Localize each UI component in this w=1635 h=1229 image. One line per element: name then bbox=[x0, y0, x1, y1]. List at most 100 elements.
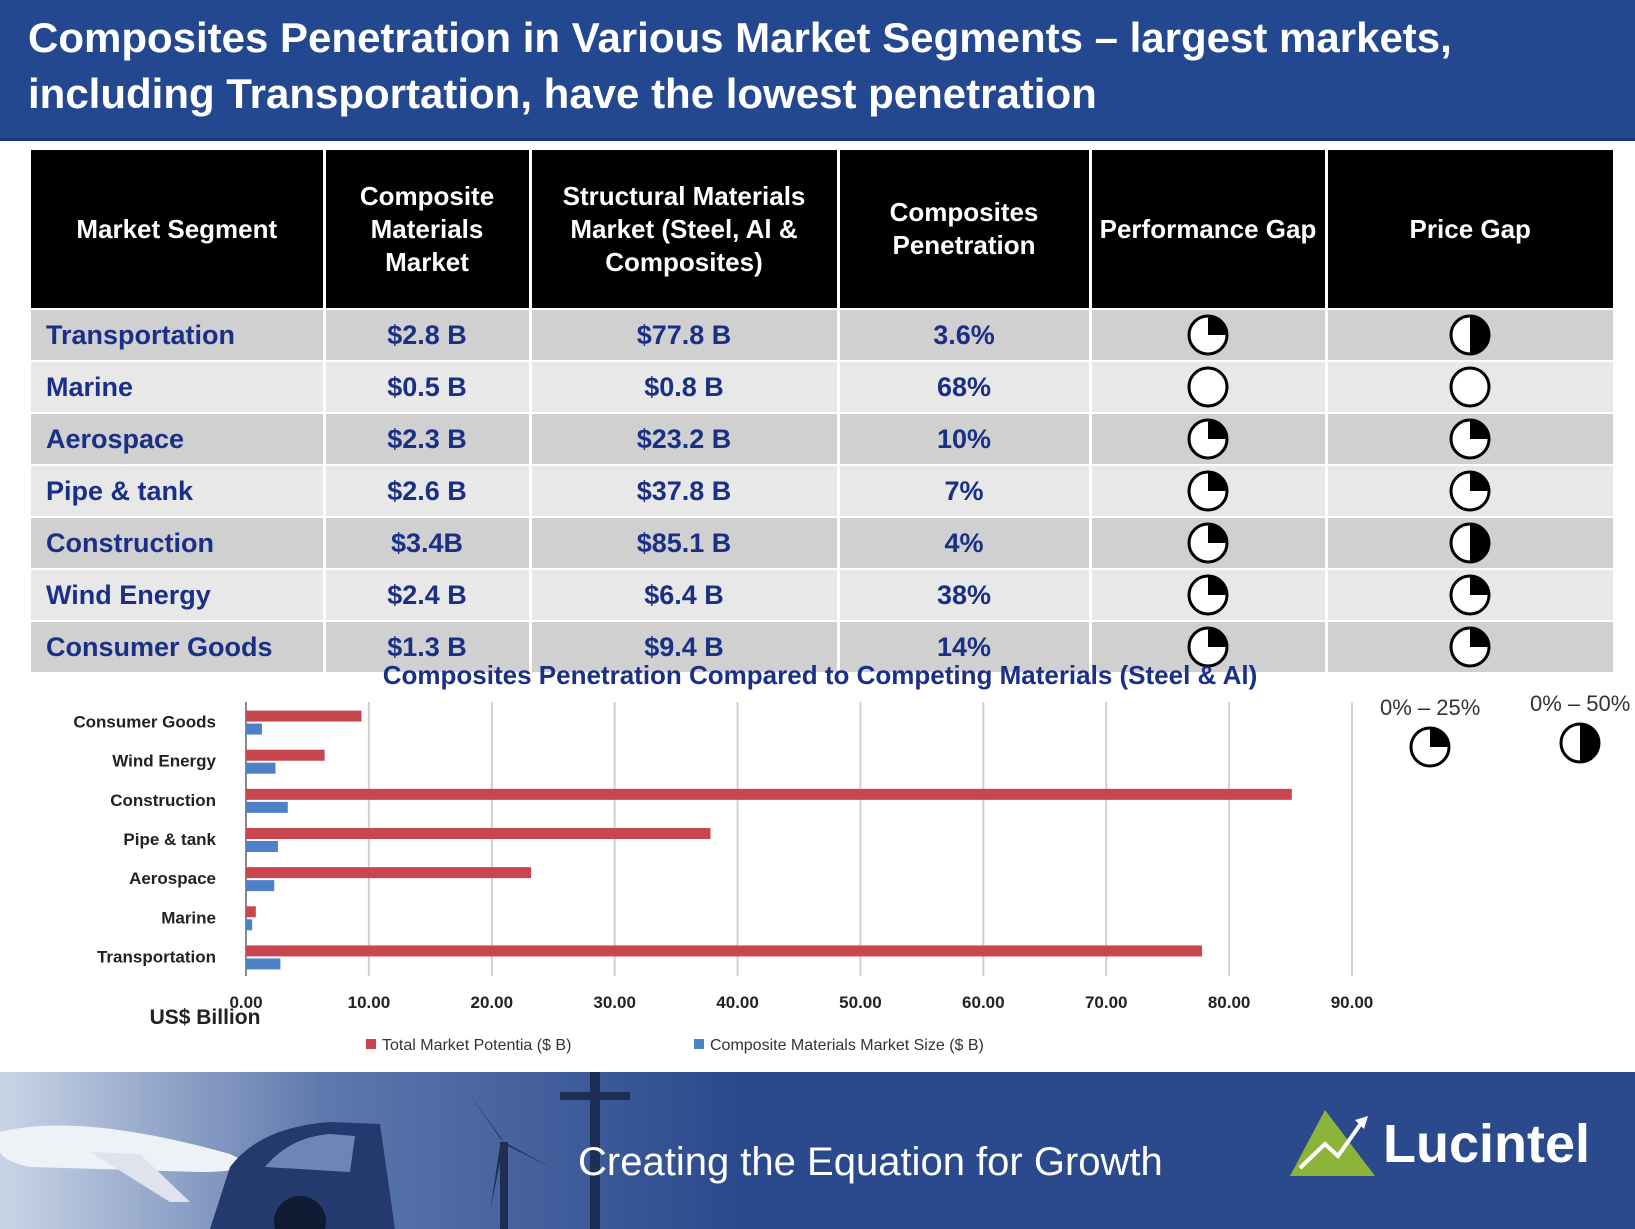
cell-segment: Pipe & tank bbox=[31, 464, 324, 517]
table-row: Marine $0.5 B $0.8 B 68% bbox=[31, 360, 1613, 413]
category-label: Construction bbox=[110, 791, 216, 810]
x-axis-label: US$ Billion bbox=[150, 1006, 261, 1029]
category-label: Consumer Goods bbox=[73, 713, 216, 732]
cell-composite: $3.4B bbox=[322, 516, 530, 569]
x-tick-label: 50.00 bbox=[839, 993, 882, 1012]
category-label: Wind Energy bbox=[112, 752, 216, 771]
harvey-ball-icon bbox=[1449, 626, 1491, 668]
cell-composite: $2.8 B bbox=[322, 308, 530, 361]
cell-composite: $0.5 B bbox=[322, 360, 530, 413]
legend-swatch bbox=[366, 1039, 376, 1049]
table-body: Transportation $2.8 B $77.8 B 3.6% Marine $0.… bbox=[31, 308, 1613, 672]
chart-title: Composites Penetration Compared to Compe… bbox=[382, 660, 1258, 690]
cell-composite: $2.6 B bbox=[322, 464, 530, 517]
bar-composite-market bbox=[246, 762, 276, 774]
cell-penetration: 14% bbox=[836, 620, 1090, 672]
cell-segment: Marine bbox=[31, 360, 324, 413]
cell-structural: $23.2 B bbox=[528, 412, 838, 465]
harvey-legend-quarter: 0% – 25% bbox=[1380, 695, 1480, 775]
header-composite-market: Composite Materials Market bbox=[322, 150, 530, 309]
harvey-ball-icon bbox=[1187, 626, 1229, 668]
harvey-ball-icon bbox=[1449, 522, 1491, 564]
harvey-ball-icon bbox=[1449, 418, 1491, 460]
legend-swatch bbox=[694, 1039, 704, 1049]
bar-chart: 0.00 10.00 20.00 30.00 40.00 50.00 60.00 70.00 8… bbox=[73, 702, 1374, 1054]
x-tick-label: 80.00 bbox=[1208, 993, 1251, 1012]
cell-segment: Wind Energy bbox=[31, 568, 324, 621]
cell-performance-gap bbox=[1088, 412, 1326, 465]
header-price-gap: Price Gap bbox=[1324, 150, 1613, 309]
market-segment-table: Market Segment Composite Materials Marke… bbox=[31, 150, 1613, 672]
table-row: Aerospace $2.3 B $23.2 B 10% bbox=[31, 412, 1613, 465]
cell-performance-gap bbox=[1088, 360, 1326, 413]
airplane-icon bbox=[0, 1125, 250, 1202]
cell-price-gap bbox=[1324, 412, 1613, 465]
harvey-ball-icon bbox=[1449, 574, 1491, 616]
table-row: Transportation $2.8 B $77.8 B 3.6% bbox=[31, 308, 1613, 361]
x-tick-label: 10.00 bbox=[348, 993, 391, 1012]
harvey-ball-icon bbox=[1187, 470, 1229, 512]
footer-banner bbox=[0, 1072, 1635, 1229]
bar-composite-market bbox=[246, 801, 288, 813]
x-tick-label: 40.00 bbox=[716, 993, 759, 1012]
harvey-ball-icon bbox=[1449, 314, 1491, 356]
header-market-segment: Market Segment bbox=[31, 150, 324, 309]
category-label: Pipe & tank bbox=[123, 830, 216, 849]
footer-tagline: Creating the Equation for Growth bbox=[578, 1140, 1163, 1184]
cell-price-gap bbox=[1324, 620, 1613, 672]
cell-structural: $37.8 B bbox=[528, 464, 838, 517]
footer-artwork bbox=[0, 1072, 1635, 1229]
harvey-legend-quarter-label: 0% – 25% bbox=[1380, 695, 1481, 720]
car-icon bbox=[210, 1122, 395, 1229]
cell-penetration: 38% bbox=[836, 568, 1090, 621]
harvey-ball-icon bbox=[1187, 418, 1229, 460]
x-tick-label: 20.00 bbox=[471, 993, 514, 1012]
cell-price-gap bbox=[1324, 516, 1613, 569]
cell-performance-gap bbox=[1088, 308, 1326, 361]
cell-price-gap bbox=[1324, 464, 1613, 517]
title-bar: Composites Penetration in Various Market… bbox=[0, 0, 1635, 141]
cell-price-gap bbox=[1324, 308, 1613, 361]
cell-performance-gap bbox=[1088, 464, 1326, 517]
harvey-ball-icon bbox=[1187, 574, 1229, 616]
bar-total-market bbox=[246, 867, 532, 879]
cell-penetration: 7% bbox=[836, 464, 1090, 517]
header-performance-gap: Performance Gap bbox=[1088, 150, 1326, 309]
harvey-ball-icon bbox=[1187, 366, 1229, 408]
bar-total-market bbox=[246, 906, 256, 918]
harvey-ball-icon bbox=[1449, 470, 1491, 512]
cell-structural: $85.1 B bbox=[528, 516, 838, 569]
table-row: Wind Energy $2.4 B $6.4 B 38% bbox=[31, 568, 1613, 621]
cell-price-gap bbox=[1324, 360, 1613, 413]
cell-performance-gap bbox=[1088, 568, 1326, 621]
bar-composite-market bbox=[246, 919, 253, 931]
category-label: Aerospace bbox=[129, 869, 216, 888]
x-tick-label: 0.00 bbox=[229, 993, 262, 1012]
bar-composite-market bbox=[246, 880, 275, 892]
harvey-ball-icon bbox=[1187, 314, 1229, 356]
legend-label: Total Market Potentia ($ B) bbox=[382, 1037, 571, 1054]
harvey-legend-half-label: 0% – 50% bbox=[1530, 691, 1631, 716]
category-label: Transportation bbox=[97, 947, 216, 966]
harvey-ball-icon bbox=[1449, 366, 1491, 408]
cell-performance-gap bbox=[1088, 516, 1326, 569]
cell-performance-gap bbox=[1088, 620, 1326, 672]
table-header-row: Market Segment Composite Materials Marke… bbox=[31, 150, 1613, 309]
table-row: Pipe & tank $2.6 B $37.8 B 7% bbox=[31, 464, 1613, 517]
half-pie-icon bbox=[1559, 722, 1601, 764]
cell-price-gap bbox=[1324, 568, 1613, 621]
x-tick-label: 90.00 bbox=[1331, 993, 1374, 1012]
header-structural-market: Structural Materials Market (Steel, Al &… bbox=[528, 150, 838, 309]
bar-composite-market bbox=[246, 958, 281, 970]
cell-composite: $2.4 B bbox=[322, 568, 530, 621]
cell-segment: Construction bbox=[31, 516, 324, 569]
cell-structural: $77.8 B bbox=[528, 308, 838, 361]
wind-turbine-icon bbox=[468, 1072, 630, 1229]
table-row: Construction $3.4B $85.1 B 4% bbox=[31, 516, 1613, 569]
cell-composite: $1.3 B bbox=[322, 620, 530, 672]
bar-total-market bbox=[246, 828, 711, 839]
legend-label: Composite Materials Market Size ($ B) bbox=[710, 1037, 984, 1054]
cell-segment: Aerospace bbox=[31, 412, 324, 465]
quarter-pie-icon bbox=[1409, 726, 1451, 768]
cell-segment: Transportation bbox=[31, 308, 324, 361]
